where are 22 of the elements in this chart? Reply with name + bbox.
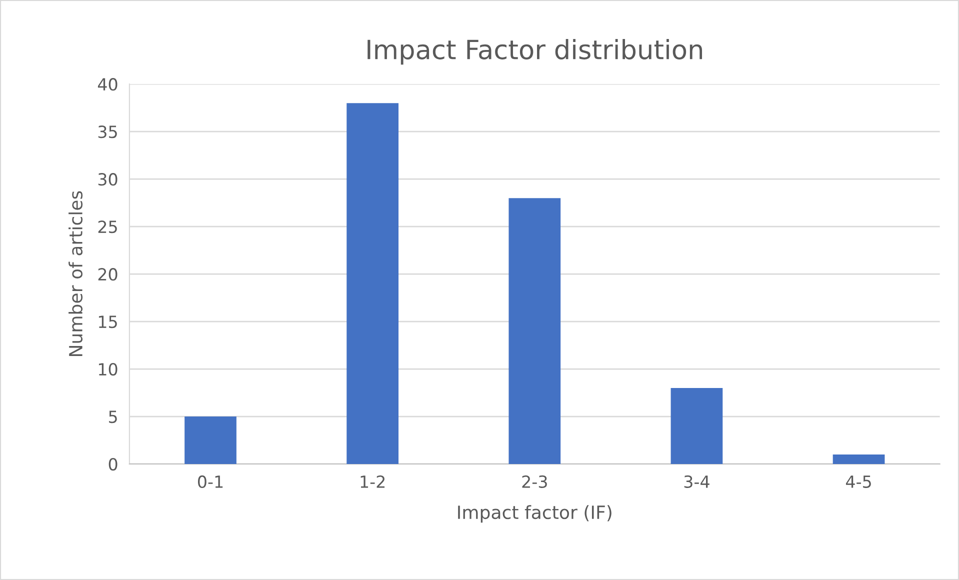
x-tick-label: 1-2 bbox=[360, 475, 385, 488]
bar bbox=[346, 103, 399, 464]
x-axis-title: Impact factor (IF) bbox=[458, 505, 612, 523]
x-tick-label: 2-3 bbox=[522, 475, 547, 488]
bar bbox=[832, 454, 885, 464]
bar bbox=[508, 198, 561, 464]
y-tick-label: 20 bbox=[98, 268, 118, 281]
bar bbox=[670, 388, 723, 464]
y-tick-label: 15 bbox=[98, 316, 117, 328]
chart-title: Impact Factor distribution bbox=[368, 39, 702, 65]
x-tick-label: 3-4 bbox=[684, 475, 710, 488]
y-tick-label: 0 bbox=[108, 458, 118, 471]
y-tick-label: 10 bbox=[98, 362, 118, 376]
y-tick-label: 30 bbox=[98, 173, 118, 186]
bar bbox=[184, 416, 236, 464]
y-tick-label: 25 bbox=[98, 220, 117, 234]
y-tick-label: 40 bbox=[98, 78, 118, 91]
x-tick-label: 4-5 bbox=[846, 476, 871, 488]
y-tick-label: 35 bbox=[98, 126, 117, 138]
y-axis-title: Number of articles bbox=[68, 191, 83, 356]
y-tick-label: 5 bbox=[109, 410, 117, 424]
x-tick-label: 0-1 bbox=[198, 475, 223, 488]
